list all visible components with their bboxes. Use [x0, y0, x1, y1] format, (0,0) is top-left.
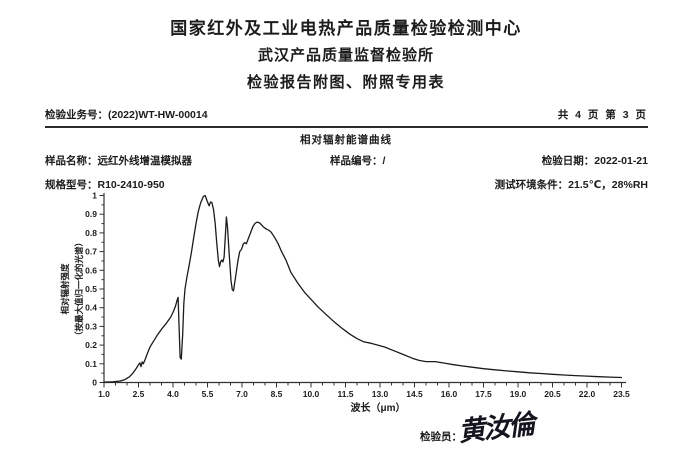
field-sample-name: 样品名称：远红外线增温模拟器	[45, 153, 192, 168]
section-title: 相对辐射能谱曲线	[300, 134, 392, 146]
env-label: 测试环境条件：	[494, 179, 569, 191]
y-tick-label: 0.4	[85, 303, 97, 313]
y-axis-title-line2: （按最大值归一化的光谱）	[74, 238, 84, 340]
x-tick-label: 23.5	[613, 389, 630, 399]
business-no: 检验业务号：(2022)WT-HW-00014	[45, 107, 208, 122]
x-tick-label: 1.0	[98, 389, 110, 399]
org-title-line1: 国家红外及工业电热产品质量检验检测中心	[170, 19, 522, 38]
field-sample-no: 样品编号：/	[330, 153, 385, 168]
field-model: 规格型号：R10-2410-950	[45, 177, 165, 192]
y-tick-label: 0.9	[85, 209, 97, 219]
y-tick-label: 0.8	[85, 228, 97, 238]
y-tick-label: 0.5	[85, 284, 97, 294]
inspector-signature: 黄汝倫	[456, 409, 535, 448]
y-tick-label: 0.1	[85, 359, 97, 369]
x-tick-label: 16.0	[441, 389, 458, 399]
model-label: 规格型号：	[45, 179, 98, 191]
form-title: 检验报告附图、附照专用表	[246, 74, 445, 91]
x-tick-label: 10.0	[303, 389, 320, 399]
y-tick-label: 0.3	[85, 321, 97, 331]
y-axis-title-line1: 相对辐射强度	[60, 263, 70, 315]
env-value: 21.5℃，28%RH	[568, 179, 648, 191]
x-tick-label: 11.5	[337, 389, 353, 399]
sample-name-value: 远红外线增温模拟器	[97, 155, 193, 167]
x-tick-label: 13.0	[372, 389, 389, 399]
y-tick-label: 1	[92, 191, 97, 201]
x-tick-label: 4.0	[167, 389, 179, 399]
x-tick-label: 20.5	[544, 389, 561, 399]
business-no-value: (2022)WT-HW-00014	[108, 109, 208, 121]
business-row: 检验业务号：(2022)WT-HW-00014 共 4 页 第 3 页	[45, 107, 648, 122]
y-tick-label: 0.6	[85, 265, 97, 275]
x-tick-label: 7.0	[236, 389, 248, 399]
sample-no-label: 样品编号：	[330, 155, 383, 167]
inspector-label: 检验员：	[420, 431, 462, 443]
x-tick-label: 5.5	[202, 389, 214, 399]
x-tick-label: 22.0	[579, 389, 596, 399]
spectrum-line-chart: 1.0 2.5 4.0 5.5 7.0 8.5 10.0 11.5 13.0 14.5 16.0 17…	[60, 191, 630, 415]
x-axis-title: 波长（μm）	[350, 401, 405, 414]
y-tick-label: 0.2	[85, 340, 97, 350]
y-tick-label: 0.7	[85, 247, 97, 257]
page-number-info: 共 4 页 第 3 页	[557, 109, 648, 121]
horizontal-rule	[45, 126, 648, 128]
spectrum-curve	[103, 194, 623, 383]
x-tick-label: 2.5	[133, 389, 145, 399]
sample-no-value: /	[382, 155, 386, 167]
y-tick-label: 0	[92, 378, 97, 388]
x-tick-label: 14.5	[406, 389, 423, 399]
model-value: R10-2410-950	[97, 179, 165, 191]
test-date-value: 2022-01-21	[594, 155, 648, 167]
x-tick-label: 8.5	[271, 389, 283, 399]
test-date-label: 检验日期：	[541, 155, 595, 167]
field-test-date: 检验日期：2022-01-21	[542, 153, 648, 168]
x-tick-label: 17.5	[475, 389, 492, 399]
field-env-conditions: 测试环境条件：21.5℃，28%RH	[495, 177, 648, 192]
x-tick-label: 19.0	[510, 389, 527, 399]
business-no-label: 检验业务号：	[45, 109, 108, 121]
sample-name-label: 样品名称：	[45, 155, 98, 167]
org-title-line2: 武汉产品质量监督检验所	[257, 47, 434, 64]
